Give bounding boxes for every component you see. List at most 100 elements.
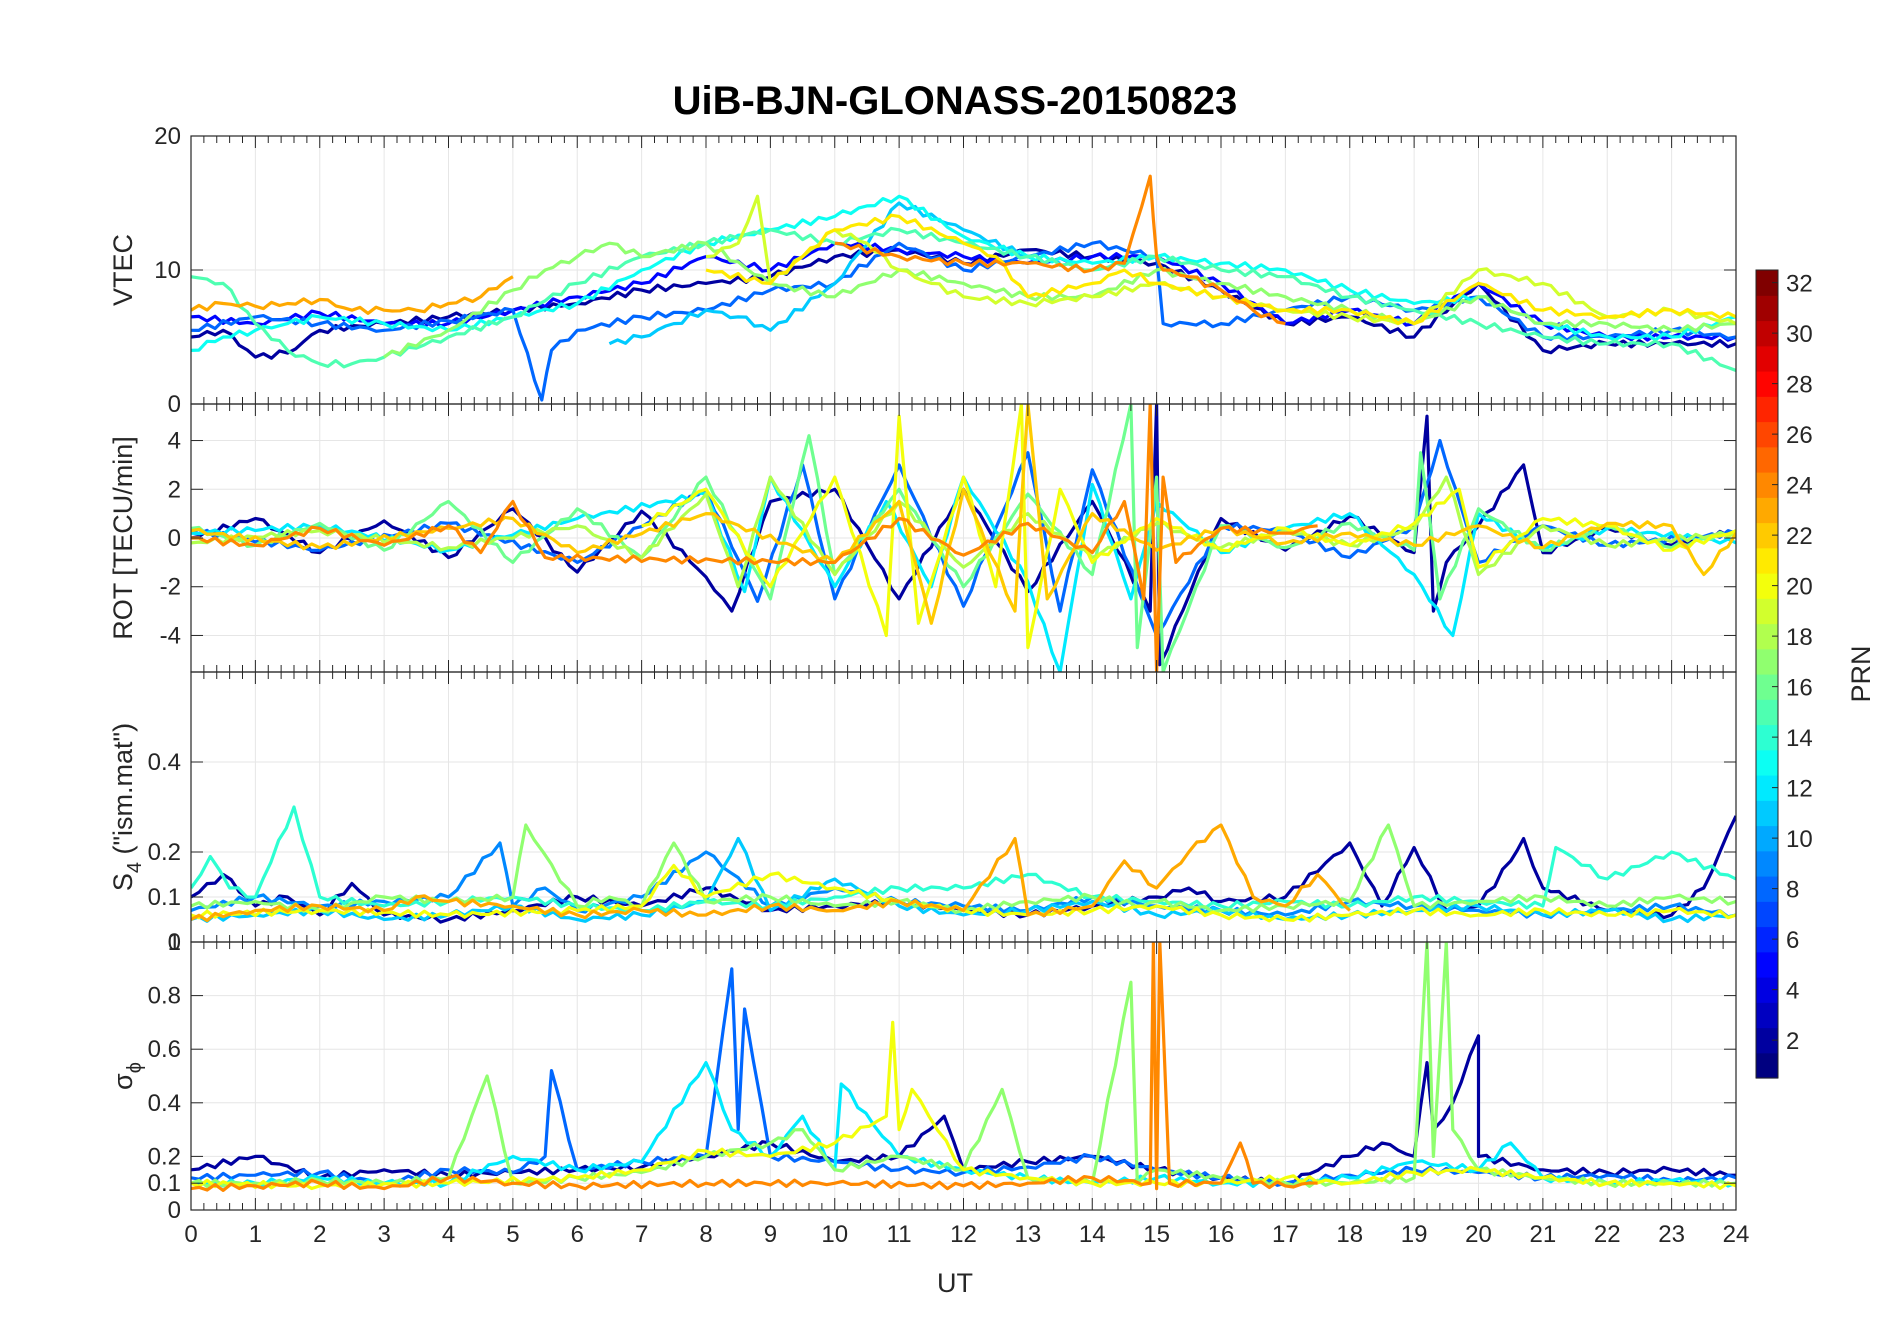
colorbar-segment [1756,800,1778,827]
colorbar-segment [1756,876,1778,902]
y-tick-label: 1 [168,929,181,956]
colorbar-segment [1756,522,1778,549]
x-tick-label: 5 [506,1221,519,1248]
series-line-prn-16 [191,404,1736,672]
y-tick-label: 0.2 [148,839,181,866]
x-tick-label: 21 [1530,1221,1557,1248]
x-tick-label: 24 [1723,1221,1750,1248]
colorbar-segment [1756,598,1778,625]
y-tick-label: 10 [154,257,181,284]
x-tick-label: 11 [887,1221,912,1248]
y-tick-label: 0 [168,391,181,418]
colorbar-segment [1756,371,1778,397]
x-axis-label: UT [937,1268,973,1298]
x-tick-label: 18 [1336,1221,1363,1248]
y-tick-label: 4 [168,428,181,455]
y-tick-label: 0.1 [148,884,181,911]
y-tick-label: 0.4 [148,749,181,776]
series-group [191,404,1736,672]
colorbar-tick-label: 12 [1786,776,1813,803]
colorbar-frame [1755,269,1779,1079]
x-tick-label: 22 [1594,1221,1621,1248]
colorbar-segment [1756,648,1778,675]
series-line-prn-23 [191,275,514,315]
colorbar-tick-label: 20 [1786,574,1813,601]
colorbar-segment [1756,270,1778,296]
colorbar-segment [1756,320,1778,347]
colorbar-segment [1756,623,1778,650]
x-tick-label: 10 [821,1221,848,1248]
series-line-prn-17 [191,942,1736,1188]
colorbar-segment [1756,472,1778,498]
y-tick-label: 0 [168,525,181,552]
colorbar-tick-label: 2 [1786,1028,1799,1055]
y-tick-label: 2 [168,476,181,503]
colorbar-segment [1756,674,1778,700]
colorbar-label: PRN [1846,645,1876,702]
x-tick-label: 6 [571,1221,584,1248]
series-line-prn-20 [641,404,1736,650]
colorbar-segment [1756,547,1778,574]
series-line-prn-23 [191,823,1351,923]
y-tick-label: 0.8 [148,983,181,1010]
series-line-prn-24 [191,942,1318,1192]
y-axis-label: ROT [TECU/min] [108,436,138,640]
colorbar-segment [1756,446,1778,473]
y-axis-label-main: S [108,873,138,891]
y-tick-label: 0 [168,1197,181,1224]
y-tick-label: -2 [160,574,181,601]
colorbar-segment [1756,825,1778,852]
x-tick-label: 9 [764,1221,777,1248]
x-tick-label: 16 [1208,1221,1235,1248]
colorbar-segment [1756,977,1778,1003]
x-tick-label: 15 [1143,1221,1170,1248]
y-axis-label: σϕ [108,1062,146,1090]
colorbar-tick-label: 8 [1786,877,1799,904]
y-tick-label: -4 [160,622,181,649]
x-tick-label: 17 [1272,1221,1299,1248]
colorbar-tick-label: 24 [1786,473,1813,500]
x-tick-label: 0 [184,1221,197,1248]
y-tick-label: 0.4 [148,1090,181,1117]
series-line-prn-21 [705,213,1736,326]
x-tick-label: 12 [950,1221,977,1248]
colorbar-segment [1756,573,1778,599]
colorbar-segment [1756,497,1778,524]
colorbar-tick-label: 32 [1786,271,1813,298]
chart-title: UiB-BJN-GLONASS-20150823 [673,79,1238,123]
series-line-prn-18 [191,475,1736,589]
series-line-prn-11 [608,201,1061,346]
y-tick-label: 0.1 [148,1170,181,1197]
colorbar-tick-label: 22 [1786,523,1813,550]
series-line-prn-2 [191,404,1736,667]
colorbar-segment [1756,901,1778,928]
colorbar-segment [1756,724,1778,751]
x-tick-label: 19 [1401,1221,1428,1248]
y-tick-label: 0.2 [148,1143,181,1170]
colorbar-segment [1756,1052,1778,1079]
colorbar-segment [1756,421,1778,448]
series-line-prn-24 [191,404,1318,672]
colorbar-segment [1756,926,1778,953]
colorbar-segment [1756,699,1778,726]
x-tick-label: 8 [699,1221,712,1248]
colorbar-tick-label: 28 [1786,372,1813,399]
colorbar-tick-label: 10 [1786,826,1813,853]
y-tick-label: 0 [168,929,181,956]
series-line-prn-22 [191,404,1736,625]
y-tick-label: 20 [154,123,181,150]
colorbar-tick-label: 14 [1786,725,1813,752]
series-group [191,942,1736,1192]
colorbar-segment [1756,749,1778,776]
colorbar-tick-label: 4 [1786,978,1799,1005]
x-tick-label: 2 [313,1221,326,1248]
x-tick-label: 20 [1465,1221,1492,1248]
series-group [191,174,1736,402]
series-line-prn-24 [834,174,1286,326]
colorbar-segment [1756,1002,1778,1029]
colorbar-segment [1756,295,1778,322]
x-tick-label: 7 [635,1221,648,1248]
colorbar-tick-label: 18 [1786,624,1813,651]
x-tick-label: 23 [1658,1221,1685,1248]
